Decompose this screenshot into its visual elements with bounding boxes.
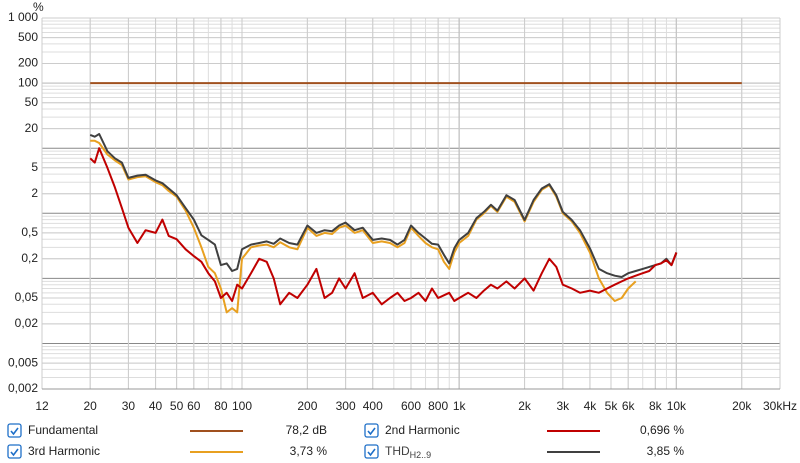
legend-label: 3rd Harmonic <box>28 444 100 458</box>
y-tick-label: 0,2 <box>21 251 38 265</box>
x-tick-label: 3k <box>556 399 570 413</box>
checkbox[interactable] <box>7 423 22 438</box>
x-tick-label: 1k <box>453 399 467 413</box>
legend-label: 2nd Harmonic <box>385 423 460 437</box>
x-tick-label: 300 <box>336 399 356 413</box>
x-tick-label: 400 <box>363 399 383 413</box>
checkbox-check <box>10 427 19 436</box>
legend-toggle[interactable] <box>7 423 22 438</box>
legend-value: 0,696 % <box>640 423 684 437</box>
x-tick-label: 100 <box>232 399 252 413</box>
series-line <box>89 133 678 278</box>
x-tick-label: 30kHz <box>763 399 797 413</box>
legend-label: THDH2..9 <box>385 444 431 460</box>
x-tick-label: 50 <box>170 399 184 413</box>
legend-toggle[interactable] <box>7 444 22 459</box>
legend-value: 3,73 % <box>290 444 328 458</box>
legend-label: Fundamental <box>28 423 98 437</box>
checkbox-check <box>367 448 376 457</box>
x-tick-label: 10k <box>667 399 687 413</box>
y-tick-label: 1 000 <box>8 10 38 24</box>
checkbox-check <box>10 448 19 457</box>
y-tick-label: 50 <box>25 95 39 109</box>
x-tick-label: 30 <box>122 399 136 413</box>
x-tick-label: 6k <box>622 399 636 413</box>
y-axis-label: % <box>33 0 44 14</box>
x-tick-label: 40 <box>149 399 163 413</box>
series-line <box>90 139 637 314</box>
legend-toggle[interactable] <box>364 444 379 459</box>
y-tick-label: 20 <box>25 121 39 135</box>
y-tick-label: 5 <box>31 160 38 174</box>
y-tick-label: 2 <box>31 186 38 200</box>
y-tick-label: 100 <box>18 75 38 89</box>
checkbox[interactable] <box>364 423 379 438</box>
y-tick-label: 0,005 <box>8 355 38 369</box>
y-tick-label: 0,002 <box>8 381 38 395</box>
x-tick-label: 800 <box>428 399 448 413</box>
legend-value: 3,85 % <box>647 444 685 458</box>
y-tick-label: 0,02 <box>15 316 39 330</box>
y-tick-label: 200 <box>18 56 38 70</box>
x-tick-label: 2k <box>518 399 532 413</box>
x-tick-label: 8k <box>649 399 663 413</box>
checkbox[interactable] <box>7 444 22 459</box>
x-tick-label: 4k <box>584 399 598 413</box>
x-tick-label: 20 <box>84 399 98 413</box>
x-tick-label: 600 <box>401 399 421 413</box>
legend-label-sub: H2..9 <box>410 450 432 460</box>
x-tick-label: 20k <box>732 399 752 413</box>
legend-value: 78,2 dB <box>286 423 327 437</box>
y-tick-label: 0,5 <box>21 225 38 239</box>
y-tick-label: 500 <box>18 30 38 44</box>
legend-label-main: THD <box>385 444 410 458</box>
x-tick-label: 80 <box>214 399 228 413</box>
x-tick-label: 5k <box>605 399 619 413</box>
x-tick-label: 12 <box>35 399 49 413</box>
series-line <box>89 147 678 306</box>
y-tick-label: 0,05 <box>15 290 39 304</box>
checkbox-check <box>367 427 376 436</box>
x-tick-label: 60 <box>187 399 201 413</box>
x-tick-label: 200 <box>297 399 317 413</box>
legend-toggle[interactable] <box>364 423 379 438</box>
checkbox[interactable] <box>364 444 379 459</box>
